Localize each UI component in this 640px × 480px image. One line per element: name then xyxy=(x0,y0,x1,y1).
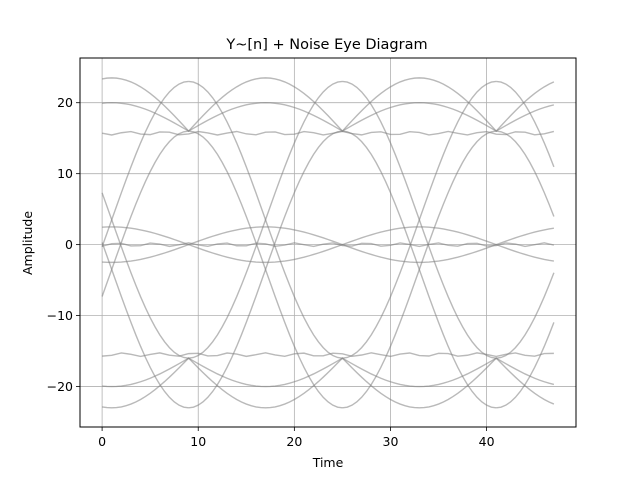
eye-trace-12 xyxy=(101,192,189,359)
x-tick-label: 30 xyxy=(383,434,399,449)
y-tick-label: 10 xyxy=(57,166,73,181)
eye-trace-5 xyxy=(188,130,343,409)
eye-trace-22 xyxy=(101,130,555,136)
x-tick-label: 10 xyxy=(190,434,206,449)
eye-trace-14 xyxy=(342,80,497,359)
eye-trace-8 xyxy=(101,80,189,248)
eye-trace-4 xyxy=(101,242,189,409)
eye-trace-0 xyxy=(101,130,189,297)
x-axis-label: Time xyxy=(312,455,344,470)
y-tick-label: 0 xyxy=(65,237,73,252)
eye-traces xyxy=(101,77,555,409)
eye-trace-15 xyxy=(496,80,555,168)
eye-trace-19 xyxy=(102,357,555,388)
eye-trace-7 xyxy=(496,130,555,217)
y-axis-ticks: −20 −10 0 10 20 xyxy=(47,95,80,394)
eye-trace-23 xyxy=(102,352,554,358)
x-tick-label: 20 xyxy=(286,434,302,449)
x-tick-label: 0 xyxy=(98,434,106,449)
eye-trace-11 xyxy=(496,272,555,359)
eye-trace-6 xyxy=(342,130,497,409)
eye-trace-17 xyxy=(102,102,555,132)
y-tick-label: −20 xyxy=(47,379,73,394)
eye-trace-24 xyxy=(101,242,555,248)
eye-trace-18 xyxy=(102,357,555,409)
x-axis-ticks: 0 10 20 30 40 xyxy=(98,427,495,449)
y-axis-label: Amplitude xyxy=(20,211,35,275)
eye-trace-21 xyxy=(102,243,554,264)
grid-lines xyxy=(80,58,576,427)
y-tick-label: 20 xyxy=(57,95,73,110)
eye-trace-16 xyxy=(102,77,555,133)
eye-trace-3 xyxy=(496,322,555,409)
eye-trace-13 xyxy=(188,80,343,359)
chart-title: Y~[n] + Noise Eye Diagram xyxy=(225,37,427,53)
y-tick-label: −10 xyxy=(47,308,73,323)
plot-frame xyxy=(79,57,577,428)
eye-trace-20 xyxy=(102,226,554,246)
x-tick-label: 40 xyxy=(479,434,495,449)
